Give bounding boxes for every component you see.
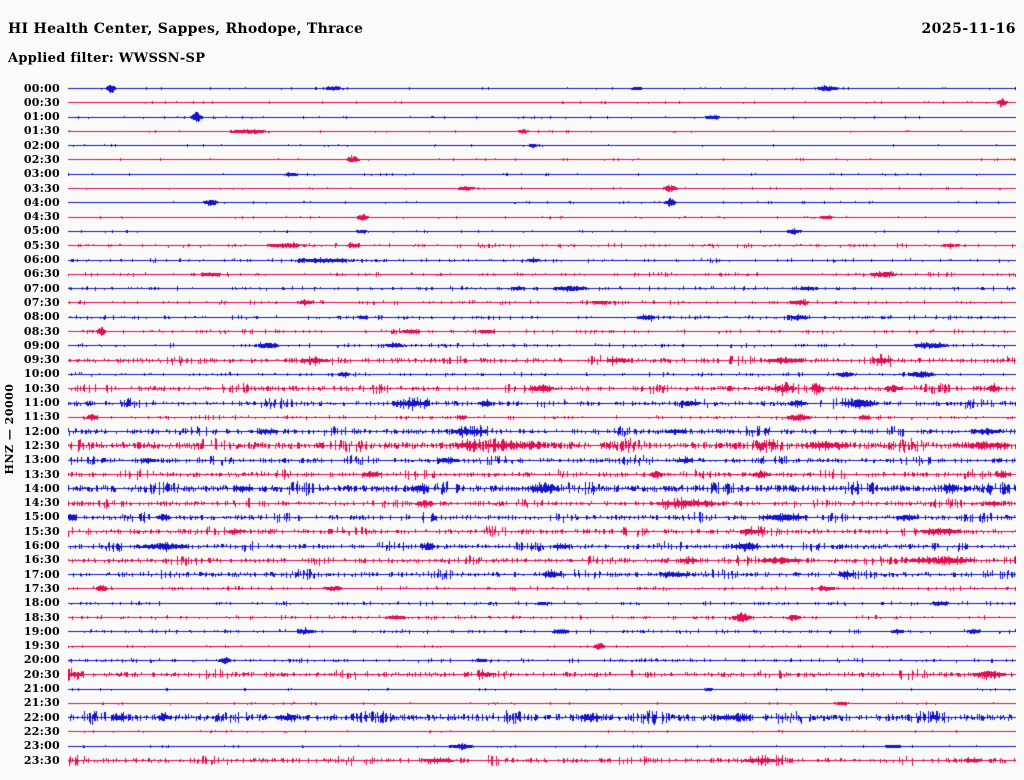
time-label: 15:00 <box>23 510 60 524</box>
time-label: 06:00 <box>23 253 60 267</box>
time-label: 14:30 <box>23 496 60 510</box>
time-label: 21:30 <box>23 696 60 710</box>
time-label: 14:00 <box>23 481 60 495</box>
time-label: 16:00 <box>23 539 60 553</box>
time-label: 13:00 <box>23 453 60 467</box>
time-label: 22:00 <box>23 710 60 724</box>
time-label: 20:30 <box>23 667 60 681</box>
time-labels-column: 00:00 00:30 01:00 01:30 02:00 02:30 03:00 03:30… <box>0 0 62 780</box>
time-label: 10:00 <box>23 367 60 381</box>
time-label: 01:00 <box>23 110 60 124</box>
time-label: 21:00 <box>23 682 60 696</box>
time-label: 12:00 <box>23 424 60 438</box>
time-label: 09:30 <box>23 353 60 367</box>
time-label: 00:30 <box>23 95 60 109</box>
time-label: 05:00 <box>23 224 60 238</box>
time-label: 18:00 <box>23 596 60 610</box>
time-label: 08:30 <box>23 324 60 338</box>
filter-label: Applied filter: WWSSN-SP <box>8 51 206 66</box>
time-label: 20:00 <box>23 653 60 667</box>
station-title: HI Health Center, Sappes, Rhodope, Thrac… <box>8 21 364 37</box>
time-label: 09:00 <box>23 338 60 352</box>
time-label: 05:30 <box>23 238 60 252</box>
time-label: 13:30 <box>23 467 60 481</box>
time-label: 15:30 <box>23 524 60 538</box>
time-label: 02:00 <box>23 138 60 152</box>
time-label: 22:30 <box>23 724 60 738</box>
time-label: 07:30 <box>23 295 60 309</box>
time-label: 17:00 <box>23 567 60 581</box>
time-label: 00:00 <box>23 81 60 95</box>
time-label: 23:00 <box>23 739 60 753</box>
time-label: 12:30 <box>23 438 60 452</box>
time-label: 07:00 <box>23 281 60 295</box>
time-label: 10:30 <box>23 381 60 395</box>
record-date: 2025-11-16 <box>921 21 1016 37</box>
seismogram-traces <box>68 80 1016 768</box>
time-label: 01:30 <box>23 124 60 138</box>
time-label: 02:30 <box>23 152 60 166</box>
time-label: 11:00 <box>23 396 60 410</box>
time-label: 11:30 <box>23 410 60 424</box>
time-label: 16:30 <box>23 553 60 567</box>
time-label: 23:30 <box>23 753 60 767</box>
time-label: 19:00 <box>23 624 60 638</box>
time-label: 03:30 <box>23 181 60 195</box>
time-label: 18:30 <box>23 610 60 624</box>
time-label: 06:30 <box>23 267 60 281</box>
time-label: 03:00 <box>23 167 60 181</box>
time-label: 17:30 <box>23 581 60 595</box>
time-label: 19:30 <box>23 639 60 653</box>
time-label: 08:00 <box>23 310 60 324</box>
time-label: 04:30 <box>23 210 60 224</box>
time-label: 04:00 <box>23 195 60 209</box>
